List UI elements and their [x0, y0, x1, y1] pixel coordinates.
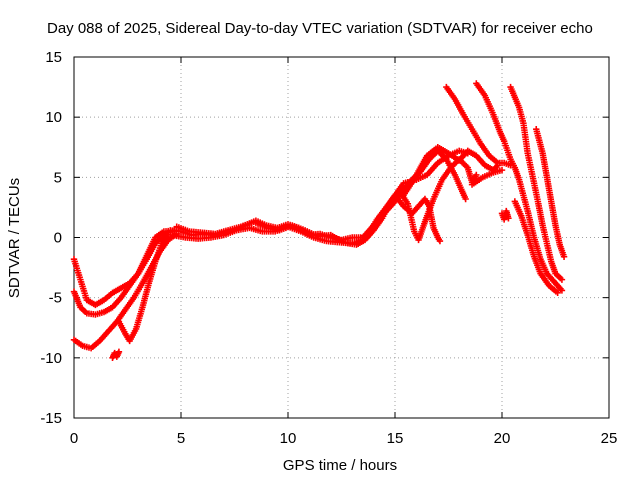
data-point: [462, 195, 469, 203]
series-track-17: [533, 126, 568, 260]
y-tick-label: -15: [40, 410, 62, 427]
series-track-5: [115, 227, 178, 345]
x-tick-label: 25: [601, 430, 618, 447]
data-point: [558, 287, 566, 294]
x-tick-label: 0: [70, 430, 78, 447]
data-point: [464, 150, 471, 157]
axis-ticks: 0 5 10 15 20 25 -15 -10 -5 0 5 10 15: [40, 49, 617, 447]
data-point: [498, 166, 506, 174]
x-tick-label: 10: [280, 430, 297, 447]
series-track-2: [70, 230, 168, 318]
data-point: [505, 215, 512, 222]
y-tick-label: -10: [40, 350, 62, 367]
series-track-4: [109, 348, 123, 362]
data-point: [554, 289, 561, 297]
x-tick-label: 20: [494, 430, 511, 447]
x-axis-label: GPS time / hours: [283, 457, 397, 474]
series-track-11: [443, 83, 514, 169]
data-point: [436, 237, 444, 245]
data-point: [558, 276, 566, 283]
y-tick-label: 5: [54, 169, 62, 186]
data-points: [70, 80, 568, 362]
data-point: [560, 253, 568, 260]
series-track-6: [167, 144, 501, 244]
series-track-9: [383, 192, 444, 245]
series-track-14: [498, 207, 512, 223]
series-track-10: [400, 147, 469, 203]
series-track-16: [511, 198, 561, 297]
y-axis-label: SDTVAR / TECUs: [6, 178, 23, 298]
x-tick-label: 5: [177, 430, 185, 447]
series-track-13: [468, 166, 506, 188]
data-point: [473, 171, 480, 179]
data-point: [115, 348, 123, 356]
y-tick-label: 10: [45, 109, 62, 126]
y-tick-label: 15: [45, 49, 62, 66]
series-track-12: [473, 80, 566, 294]
y-tick-label: -5: [49, 290, 62, 307]
y-tick-label: 0: [54, 230, 62, 247]
x-tick-label: 15: [387, 430, 404, 447]
chart-title: Day 088 of 2025, Sidereal Day-to-day VTE…: [47, 20, 593, 37]
series-track-15: [507, 83, 566, 283]
